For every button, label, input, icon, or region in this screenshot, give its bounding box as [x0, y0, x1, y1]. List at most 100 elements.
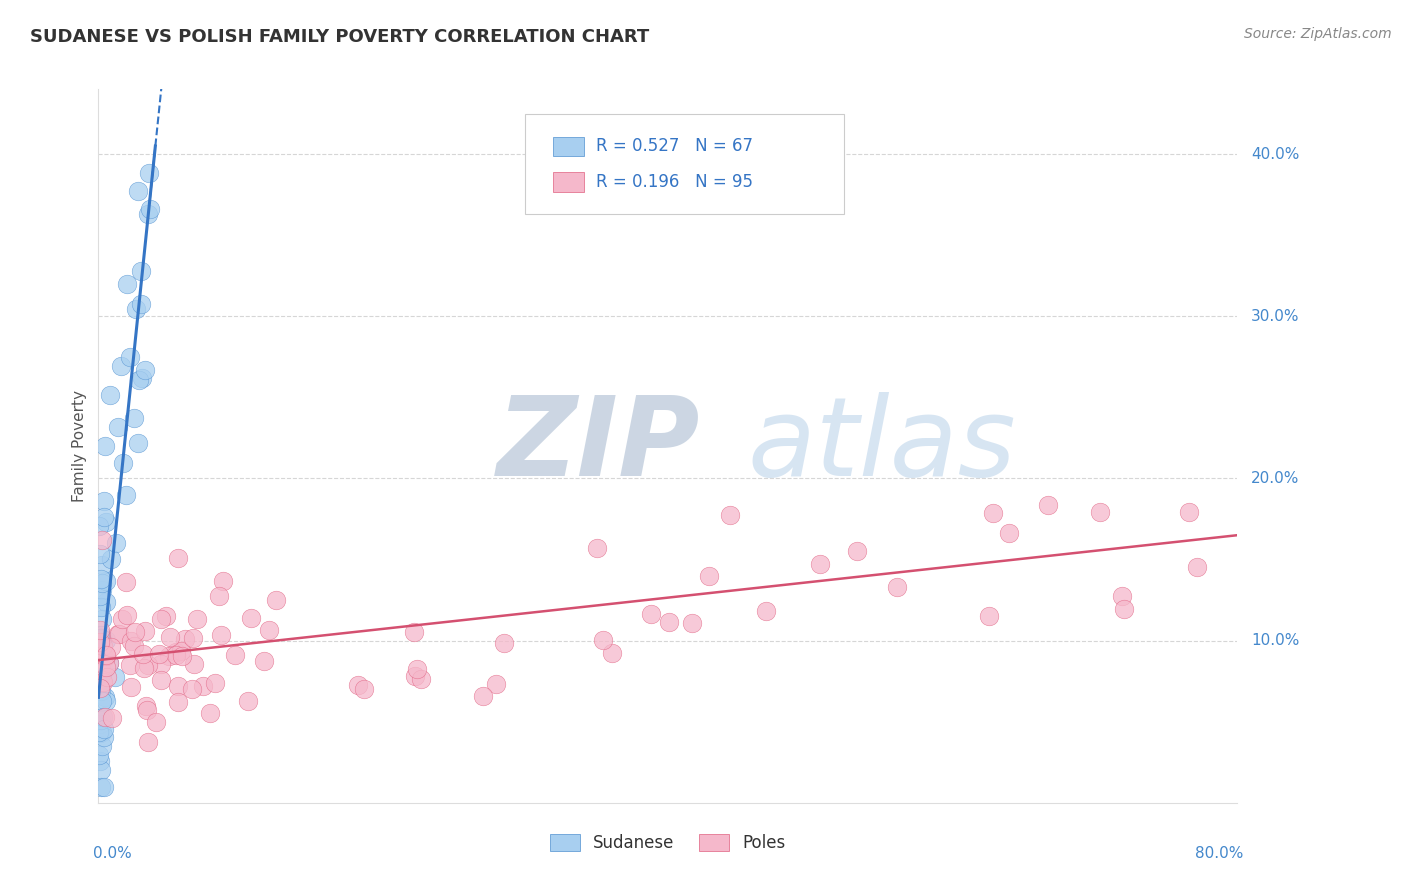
Point: [90, 764, 112, 778]
Point: [134, 363, 156, 377]
Point: [208, 589, 231, 603]
Point: [681, 615, 703, 630]
Text: ZIP: ZIP: [498, 392, 700, 500]
Point: [93, 674, 115, 689]
Point: [586, 541, 609, 556]
Text: 80.0%: 80.0%: [1195, 846, 1243, 861]
Point: [845, 544, 868, 558]
Point: [91, 724, 114, 739]
Point: [94, 595, 117, 609]
Point: [127, 436, 149, 450]
Point: [181, 682, 204, 697]
Point: [114, 488, 136, 502]
Point: [94, 515, 117, 529]
Text: 30.0%: 30.0%: [1251, 309, 1299, 324]
Point: [89, 590, 111, 604]
Point: [90, 661, 112, 675]
Point: [94, 660, 117, 674]
Text: R = 0.196   N = 95: R = 0.196 N = 95: [596, 173, 754, 191]
Point: [107, 627, 129, 641]
Point: [96, 649, 118, 664]
Point: [136, 735, 159, 749]
Point: [94, 710, 117, 724]
Point: [658, 615, 681, 629]
Point: [224, 648, 246, 662]
Point: [93, 493, 115, 508]
Point: [124, 625, 146, 640]
Point: [191, 679, 214, 693]
Point: [89, 519, 111, 533]
Point: [93, 722, 115, 736]
Point: [110, 359, 132, 374]
Point: [111, 456, 134, 470]
Point: [125, 302, 148, 317]
Point: [91, 665, 114, 680]
Point: [93, 509, 115, 524]
Point: [257, 623, 280, 637]
Point: [89, 547, 111, 561]
Point: [718, 508, 741, 522]
Point: [165, 648, 187, 662]
Point: [174, 632, 197, 647]
Point: [155, 609, 177, 624]
Point: [810, 557, 832, 571]
Point: [89, 655, 111, 669]
Text: 0.0%: 0.0%: [93, 846, 132, 861]
Point: [89, 717, 111, 731]
Point: [138, 166, 160, 180]
Point: [91, 640, 114, 654]
Point: [981, 506, 1004, 520]
Point: [149, 673, 172, 688]
Point: [1111, 589, 1133, 603]
Point: [91, 533, 114, 547]
Point: [124, 639, 146, 653]
Point: [94, 694, 117, 708]
Point: [236, 694, 259, 708]
Point: [107, 419, 129, 434]
Point: [90, 612, 112, 626]
Y-axis label: Family Poverty: Family Poverty: [72, 390, 87, 502]
Point: [998, 526, 1021, 541]
Point: [90, 558, 112, 572]
Point: [1112, 602, 1135, 616]
Point: [149, 657, 172, 672]
Point: [94, 690, 117, 704]
Point: [104, 669, 127, 683]
Point: [132, 661, 155, 675]
Point: [111, 612, 134, 626]
Point: [89, 681, 111, 695]
Point: [100, 711, 122, 725]
Point: [128, 373, 150, 387]
Point: [91, 632, 114, 647]
Point: [91, 709, 114, 723]
Point: [165, 645, 187, 659]
Point: [90, 582, 112, 597]
Point: [118, 657, 141, 672]
Point: [100, 640, 122, 654]
Point: [134, 624, 156, 638]
Point: [977, 609, 1000, 624]
Point: [117, 277, 139, 292]
Point: [135, 698, 157, 713]
Point: [136, 704, 159, 718]
Point: [136, 207, 159, 221]
Point: [91, 675, 114, 690]
Point: [145, 715, 167, 730]
Point: [1088, 504, 1111, 518]
Point: [139, 202, 162, 217]
FancyBboxPatch shape: [526, 114, 845, 214]
Point: [96, 670, 118, 684]
Point: [91, 648, 114, 662]
Point: [89, 725, 111, 739]
Point: [97, 656, 120, 670]
Point: [492, 636, 515, 650]
Point: [170, 644, 193, 658]
Legend: Sudanese, Poles: Sudanese, Poles: [543, 827, 793, 859]
Point: [159, 631, 181, 645]
Point: [98, 388, 121, 402]
Point: [186, 612, 208, 626]
Point: [592, 632, 614, 647]
Text: R = 0.527   N = 67: R = 0.527 N = 67: [596, 137, 754, 155]
Point: [405, 669, 427, 683]
Point: [353, 681, 375, 696]
